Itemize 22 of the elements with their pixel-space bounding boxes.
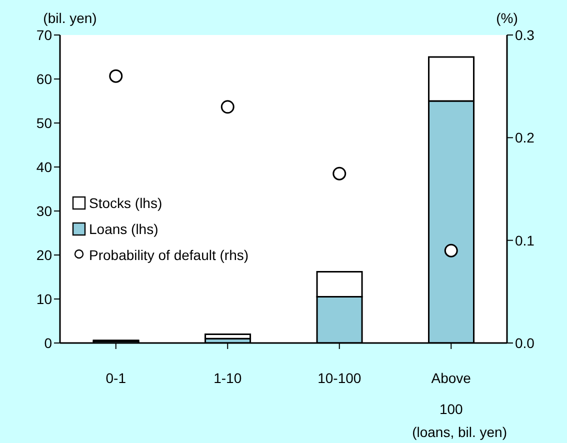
y-tick-label: 0 xyxy=(44,334,52,351)
y-tick-label: 40 xyxy=(36,158,52,175)
y-tick-label: 30 xyxy=(36,202,52,219)
legend-label: Loans (lhs) xyxy=(89,221,158,237)
y2-tick-label: 0.3 xyxy=(515,26,535,43)
x-tick-label: 1-10 xyxy=(214,370,242,386)
x-tick-label: 0-1 xyxy=(106,370,126,386)
legend-label: Probability of default (rhs) xyxy=(89,247,249,263)
y2-tick-label: 0.1 xyxy=(515,232,535,248)
y-tick-label: 70 xyxy=(36,26,52,43)
y-tick-label: 50 xyxy=(36,114,52,131)
y2-axis-title: (%) xyxy=(496,10,518,26)
x-tick-label: Above 100 xyxy=(431,370,472,417)
legend-label: Stocks (lhs) xyxy=(89,195,162,211)
y-tick-label: 10 xyxy=(36,290,52,307)
y2-tick-label: 0.0 xyxy=(515,334,535,351)
y2-tick-label: 0.2 xyxy=(515,130,535,146)
y-tick-label: 20 xyxy=(36,246,52,263)
x-axis-title: (loans, bil. yen) xyxy=(412,424,507,440)
y-axis-title: (bil. yen) xyxy=(43,10,97,26)
y-tick-label: 60 xyxy=(36,70,52,87)
x-tick-label: 10-100 xyxy=(318,370,362,386)
